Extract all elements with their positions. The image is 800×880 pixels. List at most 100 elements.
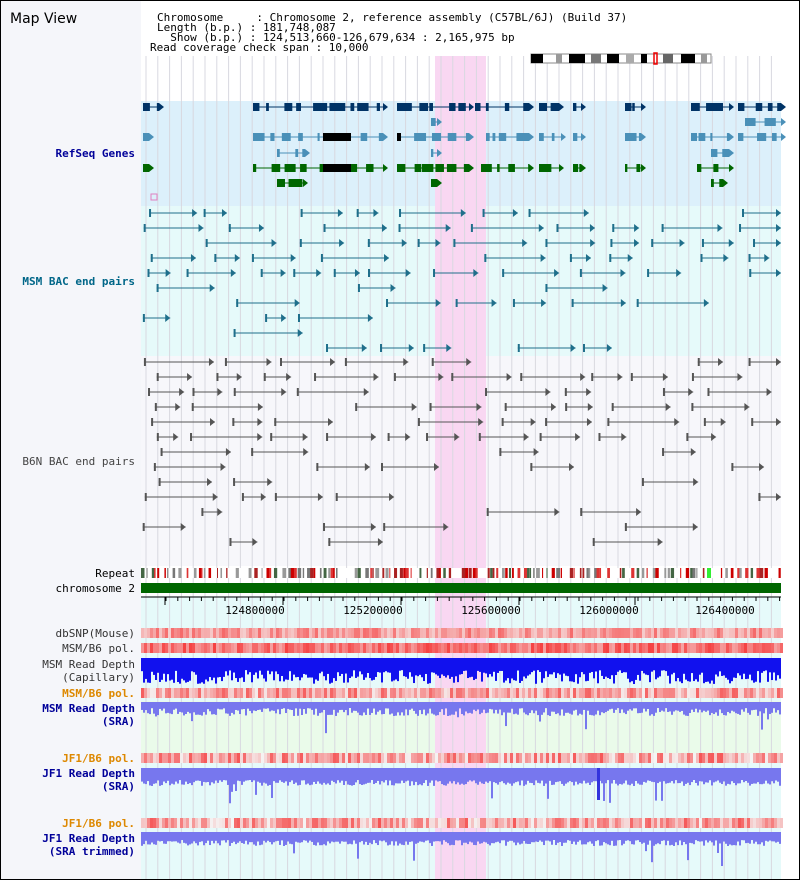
- read-depth-bar: [685, 702, 687, 716]
- heat-cell: [342, 753, 345, 763]
- label-msm-b6-pol-2[interactable]: MSM/B6 pol.: [62, 687, 135, 700]
- read-depth-bar: [285, 702, 287, 714]
- heat-cell: [264, 628, 267, 638]
- read-depth-bar: [457, 658, 459, 683]
- heat-cell: [267, 818, 270, 828]
- label-refseq-genes[interactable]: RefSeq Genes: [55, 147, 135, 160]
- heat-cell: [393, 643, 396, 653]
- label-jf1-b6-pol-2[interactable]: JF1/B6 pol.: [62, 817, 135, 830]
- axis-tick-label: 126400000: [695, 604, 755, 617]
- read-depth-bar: [153, 658, 155, 675]
- read-depth-bar: [141, 658, 143, 672]
- label-jf1-read-depth-sra[interactable]: JF1 Read Depth: [42, 767, 135, 780]
- gene-exon: [738, 103, 745, 111]
- bac-end-arrow: [554, 508, 560, 516]
- bac-end: [186, 269, 189, 277]
- read-depth-bar: [411, 832, 413, 842]
- label-repeat[interactable]: Repeat: [95, 567, 135, 580]
- heat-cell: [690, 753, 693, 763]
- heat-cell: [450, 643, 453, 653]
- heat-cell: [525, 628, 528, 638]
- heat-cell: [423, 753, 426, 763]
- heat-cell: [654, 753, 657, 763]
- read-depth-bar: [263, 658, 265, 679]
- heat-cell: [150, 643, 153, 653]
- heat-cell: [573, 628, 576, 638]
- heat-cell: [288, 628, 291, 638]
- read-depth-bar: [609, 832, 611, 846]
- bac-end: [482, 209, 485, 217]
- read-depth-bar: [223, 658, 225, 677]
- read-depth-bar: [189, 702, 191, 714]
- label-msm-read-depth-sra[interactable]: MSM Read Depth: [42, 702, 135, 715]
- gene-exon-black: [323, 164, 351, 172]
- read-depth-bar: [455, 658, 457, 677]
- read-depth-bar: [223, 832, 225, 841]
- read-depth-bar: [741, 702, 743, 710]
- read-depth-bar: [257, 658, 259, 679]
- read-depth-bar: [537, 832, 539, 842]
- bac-end: [156, 373, 159, 381]
- heat-cell: [396, 753, 399, 763]
- heat-cell: [213, 818, 216, 828]
- heat-cell: [294, 643, 297, 653]
- read-depth-bar: [159, 658, 161, 682]
- read-depth-bar: [505, 768, 507, 785]
- heat-cell: [594, 818, 597, 828]
- heat-cell: [312, 753, 315, 763]
- heat-cell: [195, 628, 198, 638]
- heat-cell: [600, 688, 603, 698]
- bac-end-arrow: [217, 388, 223, 396]
- bac-end: [154, 403, 157, 411]
- read-depth-bar: [171, 658, 173, 680]
- heat-cell: [552, 753, 555, 763]
- gene-exon: [697, 164, 702, 172]
- gene-exon: [284, 164, 296, 172]
- read-depth-bar: [239, 832, 241, 842]
- heat-cell: [576, 643, 579, 653]
- heat-cell: [366, 753, 369, 763]
- repeat-element: [372, 568, 374, 578]
- label-msm-read-depth-capillary[interactable]: MSM Read Depth: [42, 658, 135, 671]
- bac-end: [191, 403, 194, 411]
- label-b6n-bac-end-pairs[interactable]: B6N BAC end pairs: [22, 455, 135, 468]
- heat-cell: [681, 753, 684, 763]
- heat-cell: [234, 753, 237, 763]
- read-depth-bar: [193, 832, 195, 842]
- bac-end: [697, 358, 700, 366]
- read-depth-bar: [143, 702, 145, 713]
- label-jf1-read-depth-trimmed[interactable]: JF1 Read Depth: [42, 832, 135, 845]
- read-depth-bar: [463, 658, 465, 671]
- read-depth-bar: [141, 702, 143, 710]
- heat-cell: [468, 753, 471, 763]
- read-depth-bar: [595, 768, 597, 782]
- heat-cell: [495, 628, 498, 638]
- heat-cell: [738, 643, 741, 653]
- read-depth-bar: [273, 702, 275, 711]
- heat-cell: [597, 818, 600, 828]
- read-depth-bar: [355, 658, 357, 678]
- heat-cell: [417, 753, 420, 763]
- heat-cell: [405, 643, 408, 653]
- label-msm-b6-pol-1[interactable]: MSM/B6 pol.: [62, 642, 135, 655]
- heat-cell: [564, 688, 567, 698]
- heat-cell: [726, 688, 729, 698]
- chromosome-ideogram[interactable]: [530, 52, 712, 65]
- read-depth-bar: [587, 702, 589, 711]
- label-dbsnp[interactable]: dbSNP(Mouse): [55, 627, 135, 640]
- label-msm-bac-end-pairs[interactable]: MSM BAC end pairs: [22, 275, 135, 288]
- gene-exon: [449, 103, 456, 111]
- heat-cell: [564, 628, 567, 638]
- read-depth-bar: [749, 702, 751, 715]
- gene-exon: [366, 164, 374, 172]
- read-depth-bar: [421, 768, 423, 786]
- bac-end-arrow: [303, 448, 309, 456]
- label-jf1-b6-pol-1[interactable]: JF1/B6 pol.: [62, 752, 135, 765]
- heat-cell: [687, 753, 690, 763]
- read-depth-bar: [583, 702, 585, 710]
- bac-end: [739, 224, 742, 232]
- bac-end-arrow: [540, 254, 546, 262]
- repeat-element: [151, 568, 155, 578]
- heat-cell: [435, 643, 438, 653]
